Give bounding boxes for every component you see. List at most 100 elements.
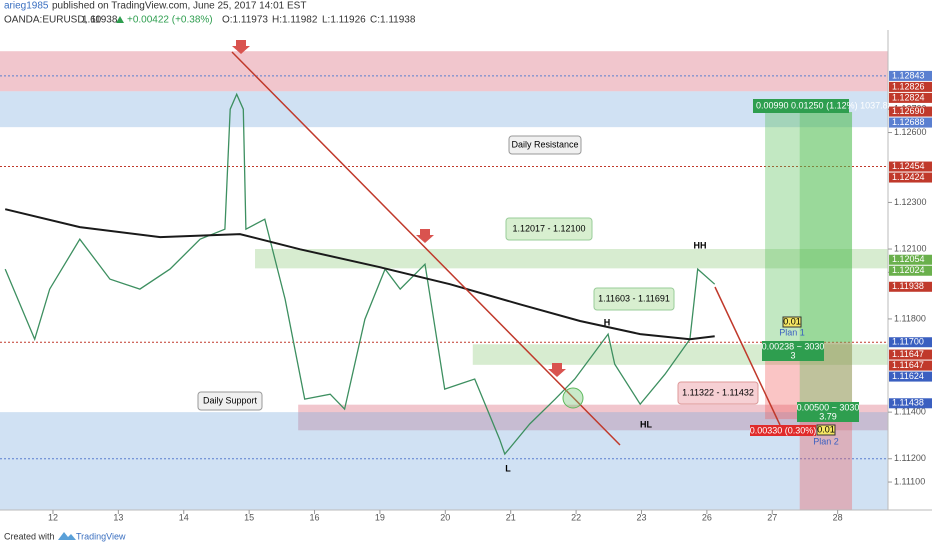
arrow (232, 40, 250, 54)
price-label: 1.12843 (892, 70, 925, 80)
x-tick-label: 20 (440, 512, 450, 522)
x-tick-label: 21 (506, 512, 516, 522)
price-line (4, 208, 715, 341)
annotation: HH (694, 240, 707, 250)
price-label: 1.11438 (892, 398, 924, 408)
trend-line (231, 51, 621, 446)
price-label: 1.12024 (892, 265, 925, 275)
x-tick-label: 26 (702, 512, 712, 522)
callout (677, 381, 759, 405)
price-label: 1.12690 (892, 106, 925, 116)
annotation: Daily Support (203, 395, 258, 405)
x-tick-label: 28 (833, 512, 843, 522)
y-tick-label: 1.12100 (894, 243, 927, 253)
price-label: 1.12454 (892, 161, 925, 171)
x-tick-label: 15 (244, 512, 254, 522)
price-label-bg (889, 161, 932, 172)
annotation: 0.01 (817, 424, 835, 434)
x-tick-label: 13 (113, 512, 123, 522)
author: arieg1985 (4, 1, 49, 12)
arrow (548, 363, 566, 377)
y-tick-label: 1.11100 (894, 476, 925, 486)
annotation: 0.00500 ~ 3030 (797, 402, 860, 412)
published: published on TradingView.com, June 25, 2… (52, 1, 306, 12)
price-label: 1.12824 (892, 92, 925, 102)
callout (505, 217, 593, 241)
annotation: 0.01 (783, 316, 801, 326)
zone (0, 51, 888, 92)
x-tick-label: 14 (179, 512, 189, 522)
price-label-bg (889, 92, 932, 103)
position-target (765, 112, 853, 343)
zone (0, 91, 888, 128)
annotation: 0.00238 ~ 3030 (762, 341, 825, 351)
symbol: OANDA:EURUSD, 60 (4, 15, 102, 26)
footer: Created with (4, 531, 55, 541)
annotation: Plan 1 (779, 327, 805, 337)
y-tick-label: 1.11800 (894, 313, 926, 323)
x-tick-label: 19 (375, 512, 385, 522)
price-label-bg (889, 281, 932, 292)
price-label: 1.12826 (892, 81, 925, 91)
annotation: 0.00990 0.01250 (1.12%) 1037.88 (756, 100, 893, 110)
price-label: 1.12688 (892, 117, 925, 127)
price-label: 1.11647 (892, 349, 924, 359)
label-bg (753, 99, 849, 113)
annotation: 1.11603 - 1.11691 (598, 293, 670, 303)
arrow (416, 229, 434, 243)
price-label-bg (889, 117, 932, 128)
callout (593, 287, 675, 311)
price-label: 1.12054 (892, 254, 925, 264)
label-bg (797, 402, 859, 422)
price-label-bg (889, 265, 932, 276)
price-label-bg (889, 337, 932, 348)
x-tick-label: 22 (571, 512, 581, 522)
price-label: 1.11938 (892, 281, 924, 291)
callout (197, 391, 263, 411)
ohlc: L:1.11926 (322, 15, 366, 26)
y-tick-label: 1.12600 (894, 127, 927, 137)
up-icon (116, 16, 124, 23)
marker-circle (562, 387, 584, 409)
x-tick-label: 27 (767, 512, 777, 522)
price-label-bg (889, 70, 932, 81)
annotation: 0.00330 (0.30%) (750, 425, 817, 435)
annotation: HL (640, 419, 652, 429)
price-label-bg (889, 360, 932, 371)
annotation: 3.79 (819, 411, 837, 421)
annotation: L (505, 463, 511, 473)
annotation: Daily Resistance (511, 139, 578, 149)
price-label: 1.12424 (892, 172, 925, 182)
callout (508, 135, 582, 155)
annotation: 1.12017 - 1.12100 (512, 223, 585, 233)
annotation: 1.11322 - 1.11432 (682, 387, 754, 397)
footer-brand[interactable]: TradingView (76, 531, 126, 541)
price-label: 1.11624 (892, 371, 924, 381)
price-label: 1.11700 (892, 337, 924, 347)
label-bg (816, 424, 836, 436)
price-label: 1.11647 (892, 360, 924, 370)
y-tick-label: 1.11200 (894, 453, 926, 463)
projection-line (714, 286, 781, 426)
position-target (799, 112, 853, 413)
price-label-bg (889, 106, 932, 117)
logo (58, 532, 76, 540)
y-tick-label: 1.11400 (894, 407, 926, 417)
annotation: H (604, 317, 611, 327)
x-tick-label: 23 (636, 512, 646, 522)
price-label-bg (889, 371, 932, 382)
price-label-bg (889, 349, 932, 360)
y-tick-label: 1.12300 (894, 197, 927, 207)
last: 1.11938 (82, 15, 118, 26)
zone (255, 249, 888, 269)
price-label-bg (889, 398, 932, 409)
label-bg (762, 341, 824, 361)
annotation: 3 (790, 350, 795, 360)
price-label-bg (889, 81, 932, 92)
price-label-bg (889, 172, 932, 183)
change: +0.00422 (+0.38%) (127, 15, 213, 26)
ohlc: C:1.11938 (370, 15, 416, 26)
x-tick-label: 16 (310, 512, 320, 522)
ohlc: H:1.11982 (272, 15, 318, 26)
